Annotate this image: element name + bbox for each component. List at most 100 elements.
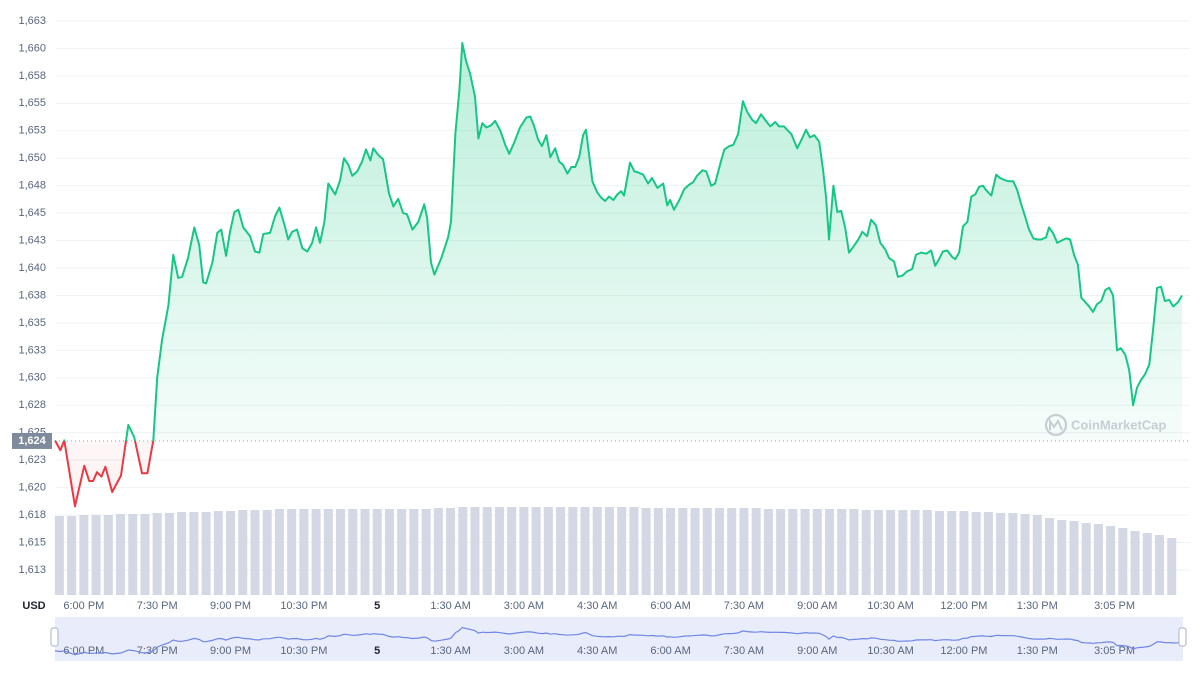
volume-bar (556, 507, 566, 595)
volume-bar (849, 509, 859, 595)
volume-bar (1020, 514, 1030, 595)
x-tick-label: 6:00 PM (63, 600, 104, 612)
volume-bar (812, 509, 822, 595)
reference-badge (12, 432, 52, 449)
y-tick-label: 1,658 (18, 70, 46, 82)
y-tick-label: 1,653 (18, 125, 46, 137)
volume-bar (189, 512, 199, 595)
volume-bar (739, 508, 749, 595)
y-tick-label: 1,638 (18, 289, 46, 301)
watermark-text: CoinMarketCap (1071, 417, 1166, 432)
volume-bar (653, 508, 663, 595)
volume-bar (1069, 521, 1079, 595)
volume-bar (128, 514, 138, 595)
volume-bar (336, 509, 346, 595)
volume-bar (886, 510, 896, 595)
volume-bar (152, 513, 162, 595)
volume-bar (1045, 518, 1055, 595)
navigator-tick-label: 1:30 PM (1017, 645, 1058, 657)
volume-bar (580, 507, 590, 595)
navigator-tick-label: 6:00 PM (63, 645, 104, 657)
volume-bar (372, 509, 382, 595)
currency-label: USD (22, 600, 45, 612)
y-tick-label: 1,633 (18, 344, 46, 356)
y-tick-label: 1,620 (18, 482, 46, 494)
y-tick-label: 1,660 (18, 42, 46, 54)
volume-bar (494, 507, 504, 595)
navigator-tick-label: 9:00 PM (210, 645, 251, 657)
volume-bar (213, 511, 223, 595)
navigator-tick-label: 7:30 PM (137, 645, 178, 657)
navigator-tick-label: 12:00 PM (940, 645, 987, 657)
navigator-tick-label: 3:00 AM (504, 645, 544, 657)
volume-bar (1057, 520, 1067, 595)
volume-bar (1093, 524, 1103, 595)
watermark-logo-mark (1049, 417, 1063, 431)
volume-bar (250, 510, 260, 595)
volume-bar (360, 509, 370, 595)
volume-bar (763, 509, 773, 595)
y-tick-label: 1,640 (18, 262, 46, 274)
volume-bar (1081, 523, 1091, 595)
navigator-tick-label: 1:30 AM (430, 645, 470, 657)
volume-bar (507, 507, 517, 595)
volume-bar (421, 509, 431, 595)
volume-bar (873, 510, 883, 595)
volume-bar (959, 511, 969, 595)
x-tick-label: 9:00 AM (797, 600, 837, 612)
volume-bar (751, 508, 761, 595)
volume-bar (1008, 513, 1018, 595)
y-tick-label: 1,663 (18, 15, 46, 27)
volume-bar (311, 509, 321, 595)
volume-bar (837, 509, 847, 595)
volume-bar (79, 515, 89, 595)
volume-bar (776, 509, 786, 595)
volume-bar (433, 508, 443, 595)
y-tick-label: 1,655 (18, 97, 46, 109)
volume-bar (446, 508, 456, 595)
y-tick-label: 1,648 (18, 180, 46, 192)
y-tick-label: 1,645 (18, 207, 46, 219)
volume-bar (164, 513, 174, 595)
volume-bar (323, 509, 333, 595)
x-tick-label: 4:30 AM (577, 600, 617, 612)
volume-bar (1032, 515, 1042, 595)
volume-bar (910, 510, 920, 595)
volume-bar (91, 515, 101, 595)
volume-bar (702, 508, 712, 595)
volume-bar (641, 508, 651, 595)
volume-bar (604, 507, 614, 595)
volume-bar (824, 509, 834, 595)
price-area (55, 42, 1182, 507)
volume-bar (67, 516, 77, 595)
volume-bar (898, 510, 908, 595)
navigator-tick-label: 5 (374, 645, 380, 657)
navigator-handle-right[interactable] (1178, 627, 1187, 647)
x-tick-label: 10:30 AM (867, 600, 913, 612)
volume-bar (971, 512, 981, 595)
volume-bar (397, 509, 407, 595)
y-tick-label: 1,615 (18, 536, 46, 548)
volume-bar (1130, 531, 1140, 595)
x-tick-label: 5 (374, 600, 380, 612)
volume-bar (690, 508, 700, 595)
volume-bar (177, 512, 187, 595)
navigator-tick-label: 7:30 AM (724, 645, 764, 657)
navigator-tick-label: 4:30 AM (577, 645, 617, 657)
volume-bar (409, 509, 419, 595)
navigator-tick-label: 3:05 PM (1094, 645, 1135, 657)
volume-bar (727, 508, 737, 595)
volume-bar (922, 510, 932, 595)
x-tick-label: 10:30 PM (280, 600, 327, 612)
volume-bar (592, 507, 602, 595)
y-tick-label: 1,650 (18, 152, 46, 164)
volume-bar (568, 507, 578, 595)
x-tick-label: 9:00 PM (210, 600, 251, 612)
volume-bar (1118, 528, 1128, 595)
volume-bar (116, 514, 126, 595)
volume-bar (788, 509, 798, 595)
volume-bar (287, 509, 297, 595)
navigator-handle-left[interactable] (50, 627, 59, 647)
volume-bar (274, 509, 284, 595)
